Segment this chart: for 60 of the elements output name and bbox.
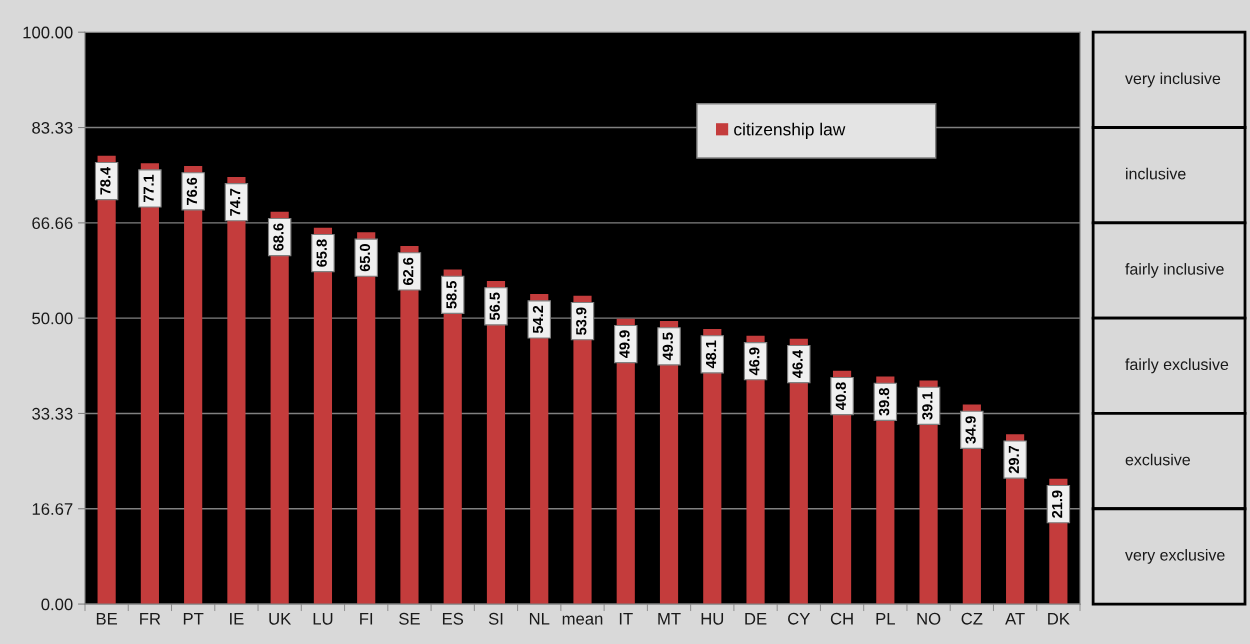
data-label: 78.4: [100, 166, 111, 195]
data-label: 21.9: [1051, 490, 1063, 518]
y-tick-label: 83.33: [32, 121, 73, 134]
data-label: 40.8: [835, 382, 846, 411]
y-tick-label: 66.66: [32, 217, 73, 230]
data-label: 34.9: [965, 416, 976, 444]
x-tick-label: FR: [140, 613, 161, 625]
x-tick-label: HU: [701, 613, 724, 625]
x-tick-label: IT: [619, 613, 633, 625]
data-label: 49.5: [662, 332, 673, 361]
data-label: 62.6: [403, 257, 414, 286]
data-label: 48.1: [705, 340, 717, 369]
x-tick-label: MT: [658, 613, 681, 625]
x-tick-label: BE: [96, 613, 118, 625]
y-tick-label: 50.00: [32, 312, 73, 325]
x-tick-label: NL: [529, 613, 550, 625]
x-tick-label: UK: [269, 613, 292, 625]
data-label: 46.4: [792, 349, 803, 378]
y-tick-label: 16.67: [32, 503, 73, 515]
data-label: 76.6: [186, 177, 198, 205]
text: very inclusive: [1125, 72, 1221, 88]
x-tick-label: PL: [876, 613, 895, 625]
x-tick-label: CY: [788, 612, 811, 625]
x-tick-label: NO: [917, 612, 941, 625]
text: inclusive: [1126, 167, 1186, 180]
data-label: 53.9: [576, 307, 587, 335]
x-tick-label: SE: [399, 612, 420, 625]
data-label: 56.5: [489, 292, 500, 321]
data-label: 65.0: [359, 244, 371, 272]
data-label: 46.9: [749, 347, 760, 376]
data-label: 65.8: [316, 239, 327, 267]
x-tick-label: PT: [183, 613, 204, 625]
x-tick-label: ES: [442, 612, 464, 625]
text: fairly exclusive: [1125, 358, 1229, 374]
x-tick-label: FI: [360, 613, 373, 625]
data-label: 68.6: [273, 223, 284, 251]
data-label: 49.9: [619, 330, 630, 358]
x-tick-label: AT: [1005, 613, 1025, 625]
y-tick-label: 33.33: [32, 407, 73, 420]
x-tick-label: IE: [230, 613, 244, 625]
data-label: 77.1: [143, 174, 154, 203]
y-tick-label: 0.00: [41, 598, 73, 611]
text: fairly inclusive: [1125, 263, 1224, 278]
x-tick-label: LU: [313, 613, 333, 625]
data-label: 58.5: [446, 281, 457, 309]
x-tick-label: mean: [562, 615, 603, 625]
data-label: 39.1: [922, 391, 933, 420]
text: very exclusive: [1125, 548, 1225, 564]
x-tick-label: DK: [1048, 613, 1070, 625]
y-tick-label: 100.00: [23, 26, 73, 39]
x-tick-label: SI: [488, 612, 503, 625]
data-label: 29.7: [1008, 445, 1020, 474]
x-tick-label: CZ: [961, 612, 983, 625]
legend-label: citizenship law: [734, 122, 846, 139]
x-tick-label: CH: [830, 612, 853, 625]
text: exclusive: [1125, 453, 1190, 466]
data-label: 74.7: [230, 188, 241, 216]
x-tick-label: DE: [745, 613, 767, 625]
data-label: 54.2: [532, 305, 544, 334]
data-label: 39.8: [878, 388, 890, 416]
